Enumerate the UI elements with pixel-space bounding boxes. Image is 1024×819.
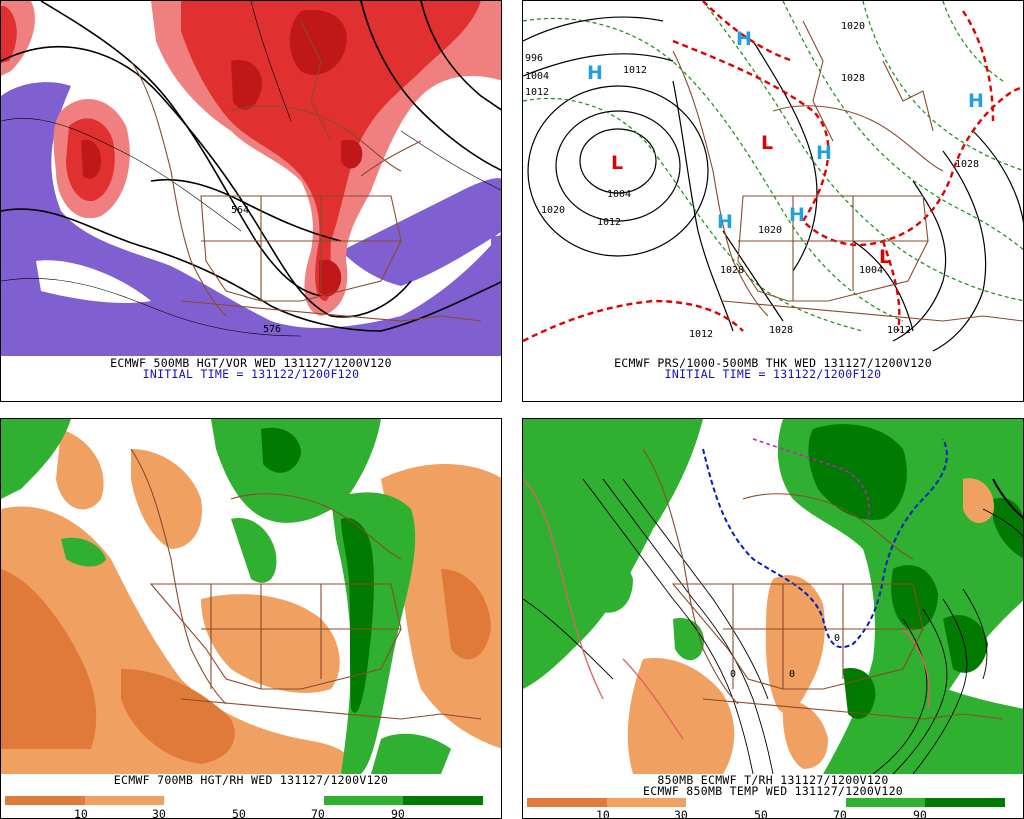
vorticity-map: 564 576 [1,1,501,356]
p2-isobar-label: 1028 [769,325,793,336]
p3-title-line1: ECMWF 700MB HGT/RH WED 131127/1200V120 [113,773,389,787]
p2-isobar-label: 1012 [887,325,911,336]
p2-high-5: H [717,211,733,233]
p4-tick: 70 [833,808,847,819]
p2-high-4: H [816,142,832,164]
p2-low-1: L [611,152,623,174]
p3-tick: 30 [152,807,166,819]
p2-low-3: L [879,246,891,268]
p2-isobar-label: 1012 [525,87,549,98]
p2-low-2: L [761,132,773,154]
p3-tick: 10 [74,807,88,819]
p2-isobar-label: 1028 [841,73,865,84]
panel-700mb-hgt-rh: ECMWF 700MB HGT/RH WED 131127/1200V120 1… [0,418,502,819]
p4-tick: 10 [596,808,610,819]
p4-temp-label: 0 [730,669,736,680]
p2-isobar-label: 1012 [597,217,621,228]
p4-tick: 90 [913,808,927,819]
panel-prs-thk: H H H H H H L L L 996 1004 1012 1012 100… [522,0,1024,402]
p4-tick: 30 [674,808,688,819]
panel-500mb-hgt-vor: 564 576 ECMWF 500MB HGT/VOR WED 131127/1… [0,0,502,402]
p2-isobar-label: 1020 [841,21,865,32]
p2-isobar-label: 1020 [541,205,565,216]
p3-tick: 70 [311,807,325,819]
p1-contour-564: 564 [231,205,249,216]
p4-temp-label: 0 [834,633,840,644]
pressure-thickness-map: H H H H H H L L L 996 1004 1012 1012 100… [523,1,1023,356]
p2-isobar-label: 1004 [525,71,549,82]
p2-isobar-label: 996 [525,53,543,64]
p3-colorbar [5,796,484,805]
p2-isobar-label: 1004 [607,189,631,200]
p2-isobar-label: 1020 [758,225,782,236]
p3-tick: 50 [232,807,246,819]
p4-title-line1: 850MB ECMWF T/RH 131127/1200V120 [657,773,889,787]
p4-colorbar [527,798,1006,807]
p2-isobar-label: 1028 [955,159,979,170]
p2-title-line2: INITIAL TIME = 131122/1200F120 [664,367,882,381]
rh-850mb-map: 0 0 0 [523,419,1023,774]
p2-high-2: H [736,28,752,50]
p2-isobar-label: 1004 [859,265,883,276]
p1-title-line2: INITIAL TIME = 131122/1200F120 [142,367,360,381]
p2-isobar-label: 1028 [720,265,744,276]
p4-temp-label: 0 [789,669,795,680]
p2-isobar-label: 1012 [623,65,647,76]
panel-850mb-t-rh: 0 0 0 850MB ECMWF T/RH 131127/1200V120 E… [522,418,1024,819]
p2-high-6: H [789,204,805,226]
p1-contour-576: 576 [263,324,281,335]
p4-title-line2: ECMWF 850MB TEMP WED 131127/1200V120 [642,784,904,798]
p1-title-line1: ECMWF 500MB HGT/VOR WED 131127/1200V120 [110,356,392,370]
p4-tick: 50 [754,808,768,819]
p2-high-1: H [587,62,603,84]
rh-700mb-map [1,419,501,774]
p2-isobar-label: 1012 [689,329,713,340]
p2-title-line1: ECMWF PRS/1000-500MB THK WED 131127/1200… [614,356,932,370]
p3-tick: 90 [391,807,405,819]
p2-high-3: H [968,90,984,112]
